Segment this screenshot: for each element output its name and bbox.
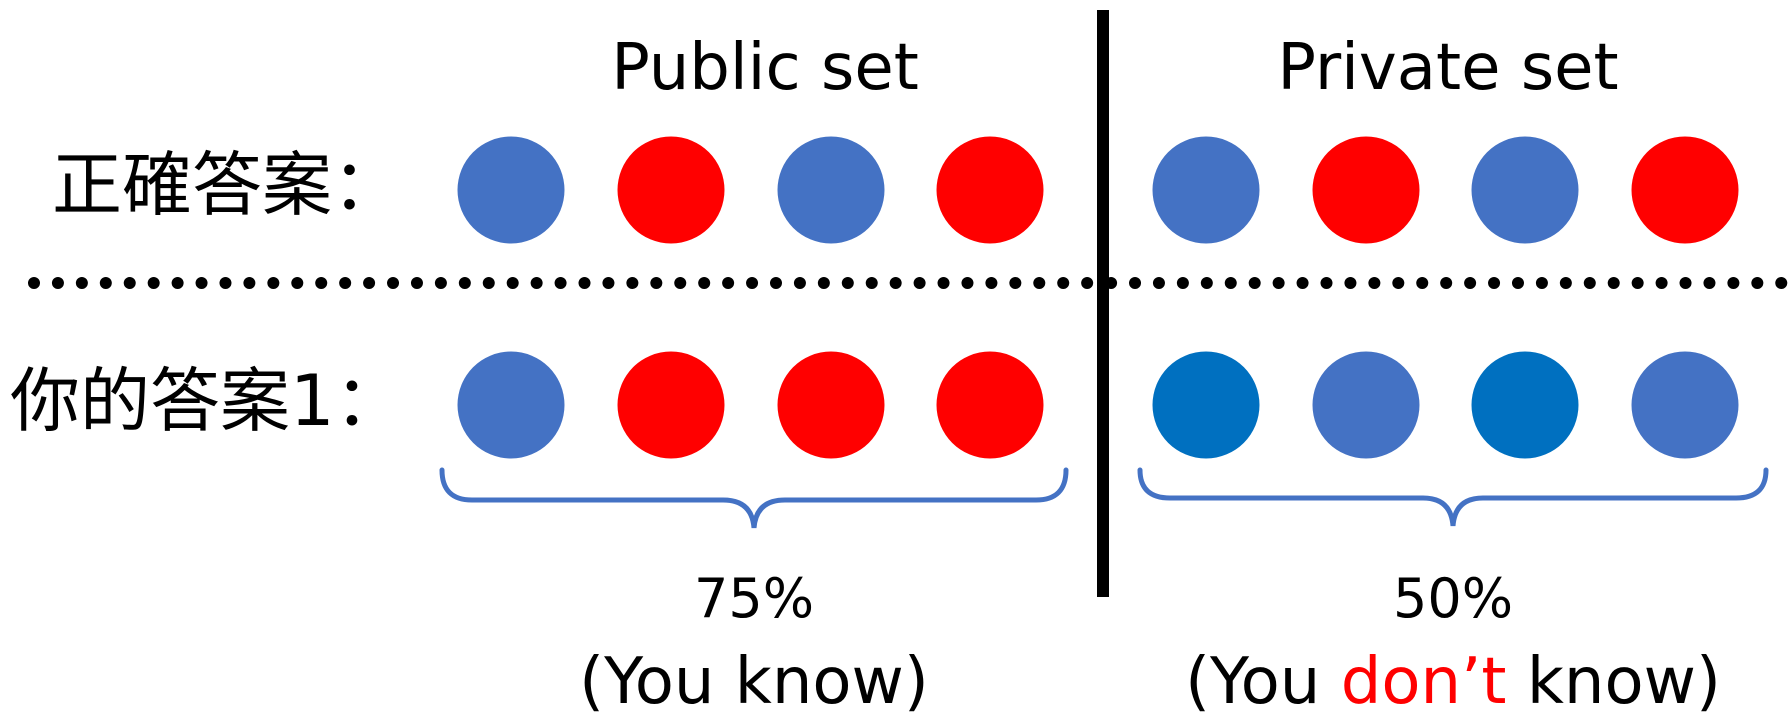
- private-accuracy: 50%: [1392, 567, 1514, 630]
- correct-public-dot: [936, 136, 1044, 244]
- correct-private-dot: [1471, 136, 1579, 244]
- vertical-divider: [1097, 10, 1109, 597]
- yours-public-dot: [457, 351, 565, 459]
- correct-private-dot: [1631, 136, 1739, 244]
- your-answer-label: 你的答案1：: [10, 360, 405, 442]
- private-set-header: Private set: [1277, 31, 1619, 105]
- public-note: (You know): [579, 645, 929, 719]
- private-brace: [1137, 467, 1769, 527]
- private-note-emphasis: don’t: [1340, 645, 1507, 719]
- dotted-separator: [28, 277, 1788, 289]
- correct-private-dot: [1312, 136, 1420, 244]
- yours-private-dot: [1631, 351, 1739, 459]
- correct-private-dot: [1152, 136, 1260, 244]
- correct-public-dot: [457, 136, 565, 244]
- yours-private-dot: [1152, 351, 1260, 459]
- private-note-pre: (You: [1185, 645, 1341, 719]
- yours-public-dot: [617, 351, 725, 459]
- yours-private-dot: [1471, 351, 1579, 459]
- public-set-header: Public set: [611, 31, 919, 105]
- private-note-post: know): [1506, 645, 1721, 719]
- correct-public-dot: [777, 136, 885, 244]
- private-note: (You don’t know): [1185, 650, 1721, 714]
- correct-public-dot: [617, 136, 725, 244]
- yours-public-dot: [777, 351, 885, 459]
- yours-private-dot: [1312, 351, 1420, 459]
- public-accuracy: 75%: [693, 567, 815, 630]
- correct-answer-label: 正確答案：: [52, 144, 402, 226]
- public-brace: [439, 467, 1069, 529]
- yours-public-dot: [936, 351, 1044, 459]
